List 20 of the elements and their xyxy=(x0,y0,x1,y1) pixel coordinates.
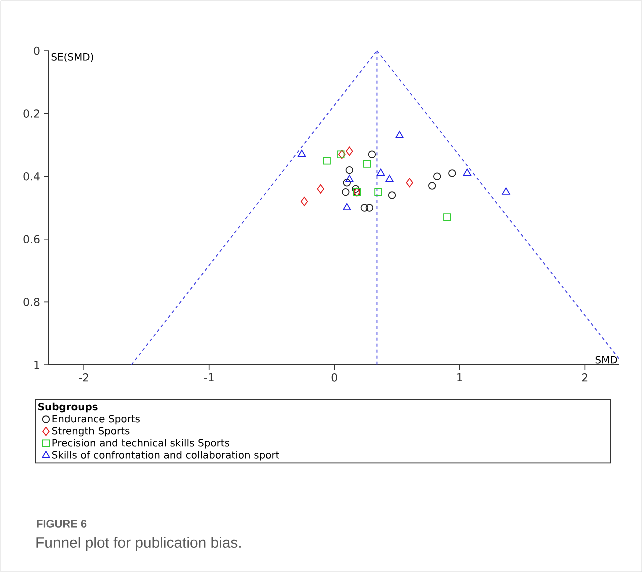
legend-label: Precision and technical skills Sports xyxy=(52,439,230,449)
y-tick-label: 0.2 xyxy=(24,110,40,118)
legend-label: Strength Sports xyxy=(52,427,130,437)
x-tick-label: 2 xyxy=(582,374,588,382)
y-tick-label: 0.8 xyxy=(24,298,40,306)
y-axis-title: SE(SMD) xyxy=(52,53,94,62)
x-tick-label: 1 xyxy=(458,374,462,382)
legend-title: Subgroups xyxy=(38,402,98,413)
x-tick-label: 0 xyxy=(332,374,338,382)
y-tick-label: 0.6 xyxy=(24,235,40,244)
legend-label: Endurance Sports xyxy=(52,414,140,425)
x-tick-label: -1 xyxy=(204,374,214,382)
x-tick-label: -2 xyxy=(79,374,88,382)
y-tick-label: 0.4 xyxy=(24,172,40,181)
text: Funnel plot for publication bias. xyxy=(36,537,241,551)
caption: FIGURE 6 xyxy=(37,520,87,528)
legend-label: Skills of confrontation and collaboration sport xyxy=(52,451,280,461)
x-axis-title: SMD xyxy=(596,356,618,364)
y-tick-label: 1 xyxy=(34,361,40,369)
y-tick-label: 0 xyxy=(34,46,40,56)
